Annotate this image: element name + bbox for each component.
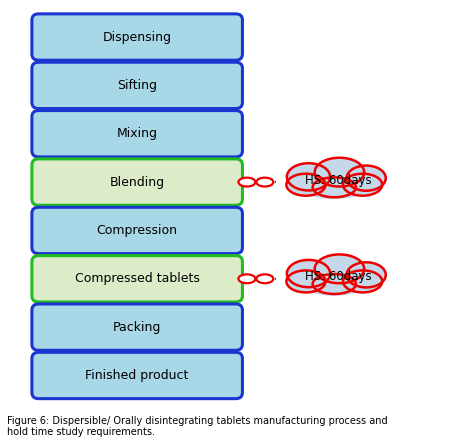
Ellipse shape [256,274,273,283]
Text: Finished product: Finished product [85,369,189,382]
Ellipse shape [238,274,255,283]
Text: Packing: Packing [113,321,161,334]
Text: Mixing: Mixing [117,127,158,140]
Ellipse shape [287,270,326,292]
Ellipse shape [315,158,364,187]
Text: HS: 60days: HS: 60days [305,270,372,283]
Ellipse shape [287,163,330,190]
FancyBboxPatch shape [32,111,243,157]
Ellipse shape [256,178,273,187]
Ellipse shape [346,262,386,288]
Ellipse shape [287,174,326,196]
Text: Compressed tablets: Compressed tablets [75,272,200,285]
FancyBboxPatch shape [32,352,243,399]
Ellipse shape [315,254,364,283]
FancyBboxPatch shape [32,62,243,109]
Ellipse shape [312,274,356,294]
FancyBboxPatch shape [32,304,243,350]
Ellipse shape [287,260,330,287]
Text: Figure 6: Dispersible/ Orally disintegrating tablets manufacturing process and
h: Figure 6: Dispersible/ Orally disintegra… [7,416,388,437]
Ellipse shape [312,177,356,197]
Text: Sifting: Sifting [117,79,157,92]
FancyBboxPatch shape [32,14,243,60]
Text: HS: 60days: HS: 60days [305,174,372,187]
Ellipse shape [295,165,373,199]
Text: Compression: Compression [97,224,177,237]
Ellipse shape [346,166,386,191]
Ellipse shape [238,178,255,187]
FancyBboxPatch shape [32,159,243,205]
Text: Blending: Blending [110,175,165,189]
Text: Dispensing: Dispensing [103,31,172,43]
FancyBboxPatch shape [32,207,243,253]
Ellipse shape [295,262,373,296]
FancyBboxPatch shape [32,256,243,302]
Ellipse shape [343,270,382,292]
Ellipse shape [343,174,382,196]
